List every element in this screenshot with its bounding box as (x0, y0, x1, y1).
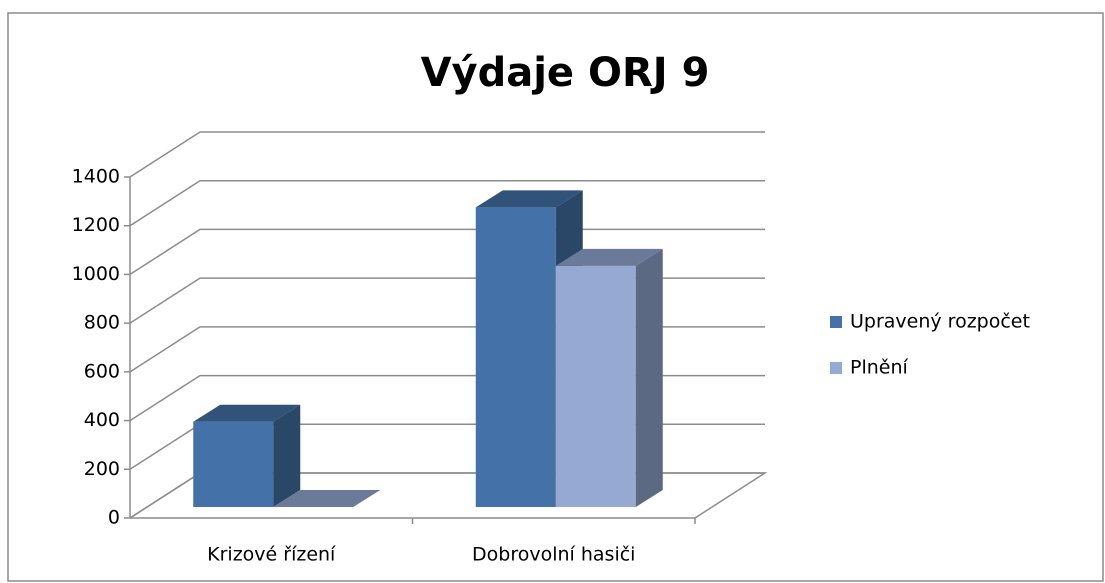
bar (273, 490, 381, 507)
y-tick-label: 800 (84, 312, 120, 334)
grid-line (129, 179, 765, 227)
bar (193, 404, 301, 507)
y-tick-label: 600 (84, 360, 120, 382)
x-tick-label: Krizové řízení (207, 544, 336, 566)
y-tick-label: 1400 (72, 166, 120, 188)
x-tick-label: Dobrovolní hasiči (472, 544, 635, 566)
grid-line (129, 131, 765, 178)
chart-title: Výdaje ORJ 9 (421, 50, 710, 96)
y-tick-label: 400 (84, 409, 120, 431)
legend-label: Upravený rozpočet (850, 311, 1030, 333)
legend-label: Plnění (850, 357, 909, 379)
y-tick-label: 1200 (72, 214, 120, 236)
bar (555, 248, 663, 507)
y-tick-label: 1000 (72, 263, 120, 285)
legend-swatch (830, 362, 842, 374)
y-tick-label: 200 (84, 458, 120, 480)
y-tick-label: 0 (108, 507, 120, 529)
legend-swatch (830, 316, 842, 328)
